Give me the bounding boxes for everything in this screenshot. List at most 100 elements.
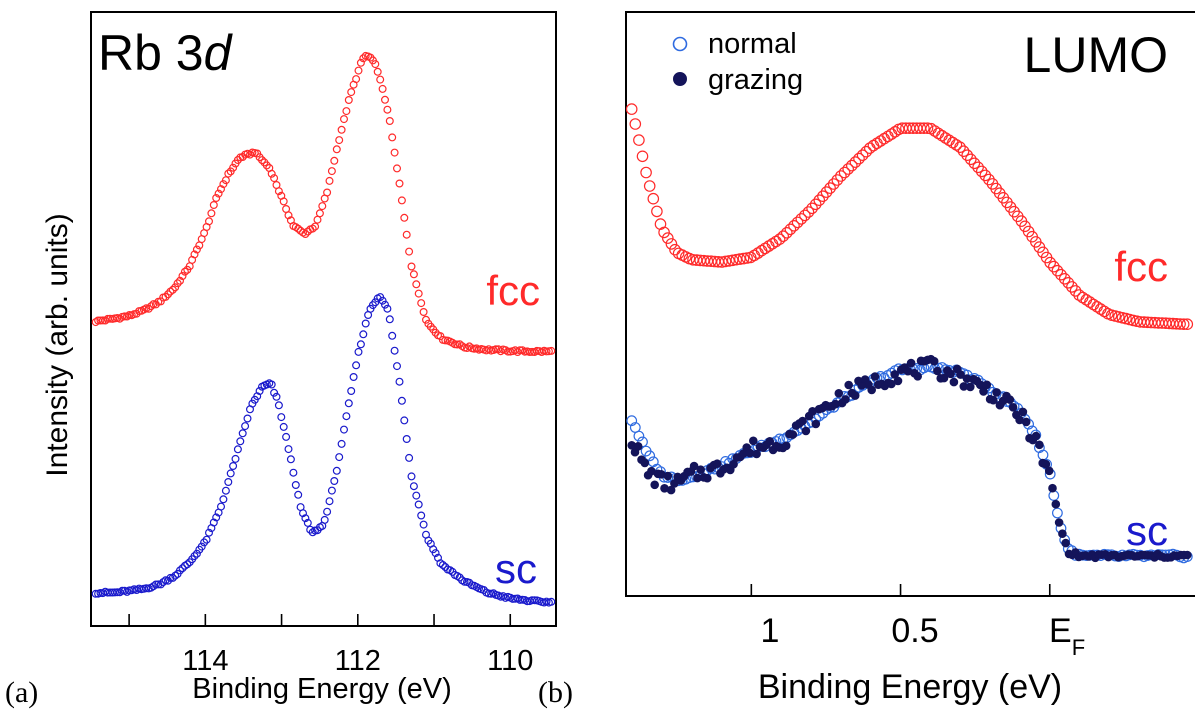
data-point-fcc bbox=[871, 137, 883, 150]
data-point-sc bbox=[200, 538, 209, 547]
data-point-sc bbox=[352, 361, 361, 370]
data-point-fcc bbox=[629, 118, 642, 130]
data-point-grazing bbox=[929, 356, 939, 366]
panel-b-x-ticks bbox=[750, 584, 1051, 596]
data-point-grazing bbox=[1018, 407, 1028, 417]
data-point-fcc bbox=[407, 262, 416, 271]
data-point-sc bbox=[337, 439, 346, 448]
data-point-grazing bbox=[834, 389, 844, 398]
data-point-sc bbox=[274, 401, 283, 410]
data-point-sc bbox=[279, 422, 288, 431]
data-point-fcc bbox=[759, 242, 771, 255]
data-point-fcc bbox=[378, 84, 387, 93]
data-point-fcc bbox=[318, 202, 327, 211]
data-point-sc bbox=[347, 387, 356, 396]
data-point-fcc bbox=[325, 176, 334, 185]
data-point-fcc bbox=[726, 254, 739, 267]
data-point-grazing bbox=[906, 358, 916, 368]
data-point-fcc bbox=[939, 132, 952, 144]
data-point-grazing bbox=[640, 458, 650, 468]
data-point-fcc bbox=[770, 235, 782, 248]
data-point-fcc bbox=[762, 240, 775, 252]
data-point-fcc bbox=[1048, 260, 1060, 273]
data-point-sc bbox=[325, 497, 334, 506]
data-point-sc bbox=[414, 500, 423, 509]
data-point-fcc bbox=[224, 169, 233, 178]
data-point-fcc bbox=[344, 95, 353, 104]
data-point-fcc bbox=[1091, 300, 1103, 313]
panel-a-curve-label-sc: sc bbox=[495, 545, 537, 592]
data-point-fcc bbox=[719, 255, 732, 268]
panel-b-frame bbox=[625, 11, 1195, 597]
data-point-sc bbox=[419, 520, 428, 529]
data-point-grazing bbox=[870, 372, 880, 381]
data-point-grazing bbox=[841, 395, 850, 404]
data-point-grazing bbox=[946, 369, 955, 379]
data-point-fcc bbox=[780, 227, 793, 239]
data-point-sc bbox=[192, 549, 201, 558]
data-point-fcc bbox=[932, 127, 945, 140]
panel-b-legend: normal grazing bbox=[672, 28, 803, 96]
data-point-normal bbox=[637, 436, 648, 448]
data-point-sc bbox=[303, 518, 312, 527]
x-tick-label: 114 bbox=[182, 645, 228, 677]
data-point-fcc bbox=[1051, 264, 1064, 277]
data-point-fcc bbox=[975, 165, 988, 178]
data-point-fcc bbox=[1084, 296, 1096, 308]
data-point-grazing bbox=[1054, 518, 1064, 527]
data-point-fcc bbox=[173, 279, 182, 288]
data-point-sc bbox=[202, 535, 211, 544]
data-point-sc bbox=[113, 588, 122, 597]
data-point-fcc bbox=[820, 186, 833, 198]
data-point-fcc bbox=[400, 213, 409, 222]
panel-b-title: LUMO bbox=[1024, 27, 1168, 83]
data-point-fcc bbox=[643, 180, 656, 192]
data-point-fcc bbox=[766, 238, 779, 250]
data-point-fcc bbox=[207, 209, 216, 218]
data-point-fcc bbox=[856, 149, 869, 161]
data-point-fcc bbox=[885, 128, 898, 140]
data-point-sc bbox=[378, 296, 387, 305]
data-point-fcc bbox=[651, 205, 663, 218]
data-point-sc bbox=[166, 573, 175, 582]
data-point-sc bbox=[236, 437, 245, 446]
data-point-fcc bbox=[412, 280, 421, 289]
data-point-grazing bbox=[1008, 403, 1018, 412]
data-point-fcc bbox=[791, 216, 804, 229]
data-point-sc bbox=[176, 566, 185, 575]
data-point-sc bbox=[385, 315, 394, 324]
data-point-fcc bbox=[96, 316, 105, 325]
data-point-fcc bbox=[205, 217, 214, 226]
data-point-grazing bbox=[666, 485, 676, 495]
data-point-sc bbox=[241, 422, 250, 431]
data-point-fcc bbox=[209, 201, 218, 210]
data-point-fcc bbox=[180, 267, 189, 276]
data-point-fcc bbox=[809, 198, 822, 211]
data-point-grazing bbox=[933, 366, 942, 376]
data-point-fcc bbox=[503, 347, 512, 356]
data-point-sc bbox=[523, 597, 532, 606]
data-point-grazing bbox=[966, 382, 975, 392]
data-point-fcc bbox=[267, 169, 276, 178]
data-point-sc bbox=[159, 578, 168, 587]
data-point-fcc bbox=[806, 202, 818, 215]
data-point-grazing bbox=[729, 459, 738, 469]
data-point-fcc bbox=[968, 157, 981, 170]
data-point-sc bbox=[183, 560, 192, 569]
data-point-grazing bbox=[1021, 417, 1031, 427]
data-point-grazing bbox=[1058, 529, 1067, 539]
data-point-fcc bbox=[340, 115, 349, 124]
data-point-fcc bbox=[315, 209, 324, 218]
data-point-grazing bbox=[633, 442, 643, 451]
data-point-sc bbox=[272, 392, 281, 401]
data-point-fcc bbox=[961, 149, 973, 161]
data-point-sc bbox=[397, 396, 406, 405]
data-point-fcc bbox=[342, 107, 351, 116]
data-point-sc bbox=[405, 453, 414, 462]
data-point-fcc bbox=[395, 179, 404, 188]
data-point-fcc bbox=[802, 206, 815, 218]
data-point-fcc bbox=[284, 211, 293, 220]
data-point-grazing bbox=[1183, 550, 1192, 560]
data-point-grazing bbox=[1048, 483, 1057, 493]
data-point-fcc bbox=[1076, 291, 1089, 304]
